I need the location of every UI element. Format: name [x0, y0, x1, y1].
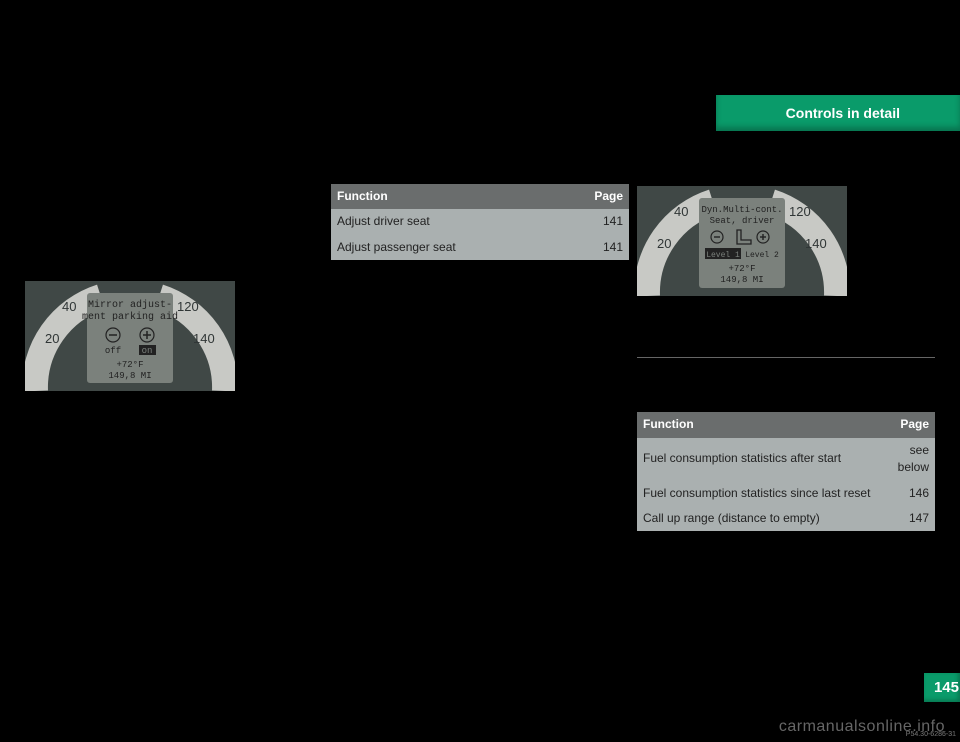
t1-r0c1: 141 — [579, 209, 629, 234]
function-table-1: Function Page Adjust driver seat 141 Adj… — [331, 184, 629, 260]
section-title: Controls in detail — [786, 105, 900, 121]
tick-20: 20 — [45, 331, 59, 346]
page-number-value: 145 — [934, 679, 959, 696]
gauge2-line1: Dyn.Multi-cont. — [701, 205, 782, 215]
tick-20: 20 — [657, 236, 671, 251]
tick-140: 140 — [193, 331, 215, 346]
gauge-mirror-parking-aid: 40 20 120 140 Mirror adjust- ment parkin… — [25, 281, 323, 396]
column-2: Function Page Adjust driver seat 141 Adj… — [331, 95, 629, 541]
gauge1-line1: Mirror adjust- — [88, 299, 172, 311]
function-table-2: Function Page Fuel consumption statistic… — [637, 412, 935, 531]
t1-h2: Page — [579, 184, 629, 209]
table-row: Adjust passenger seat 141 — [331, 235, 629, 260]
gauge-multicontour-seat: 40 20 120 140 Dyn.Multi-cont. Seat, driv… — [637, 186, 935, 301]
table-row: Call up range (distance to empty) 147 — [637, 506, 935, 531]
t2-r0c0: Fuel consumption statistics after start — [637, 438, 885, 481]
t1-h1: Function — [331, 184, 579, 209]
page-number: 145 — [924, 673, 960, 702]
gauge2-level2: Level 2 — [745, 251, 779, 260]
tick-120: 120 — [789, 204, 811, 219]
watermark: carmanualsonline.info — [779, 718, 945, 736]
gauge1-line2: ment parking aid — [82, 311, 178, 323]
t1-r1c0: Adjust passenger seat — [331, 235, 579, 260]
gauge2-line2: Seat, driver — [710, 216, 775, 226]
t2-h2: Page — [885, 412, 935, 437]
t2-r2c0: Call up range (distance to empty) — [637, 506, 885, 531]
column-1: 40 20 120 140 Mirror adjust- ment parkin… — [25, 95, 323, 541]
t2-r2c1: 147 — [885, 506, 935, 531]
gauge1-off: off — [105, 346, 121, 356]
gauge2-temp: +72°F — [728, 264, 755, 274]
t1-r1c1: 141 — [579, 235, 629, 260]
gauge1-odo: 149,8 MI — [108, 371, 151, 381]
gauge2-odo: 149,8 MI — [720, 275, 763, 285]
tick-40: 40 — [674, 204, 688, 219]
gauge1-temp: +72°F — [116, 360, 143, 370]
table-row: Fuel consumption statistics after start … — [637, 438, 935, 481]
t2-r1c0: Fuel consumption statistics since last r… — [637, 481, 885, 506]
tick-140: 140 — [805, 236, 827, 251]
section-header: Controls in detail — [716, 95, 960, 131]
gauge-svg-1: 40 20 120 140 Mirror adjust- ment parkin… — [25, 281, 235, 391]
gauge2-level1: Level 1 — [706, 251, 740, 260]
gauge1-on: on — [142, 346, 153, 356]
tick-40: 40 — [62, 299, 76, 314]
t2-r0c1: see below — [885, 438, 935, 481]
table-row: Adjust driver seat 141 — [331, 209, 629, 234]
divider — [637, 357, 935, 358]
column-3: 40 20 120 140 Dyn.Multi-cont. Seat, driv… — [637, 95, 935, 541]
t2-r1c1: 146 — [885, 481, 935, 506]
table-row: Fuel consumption statistics since last r… — [637, 481, 935, 506]
t1-r0c0: Adjust driver seat — [331, 209, 579, 234]
tick-120: 120 — [177, 299, 199, 314]
t2-h1: Function — [637, 412, 885, 437]
gauge-svg-2: 40 20 120 140 Dyn.Multi-cont. Seat, driv… — [637, 186, 847, 296]
